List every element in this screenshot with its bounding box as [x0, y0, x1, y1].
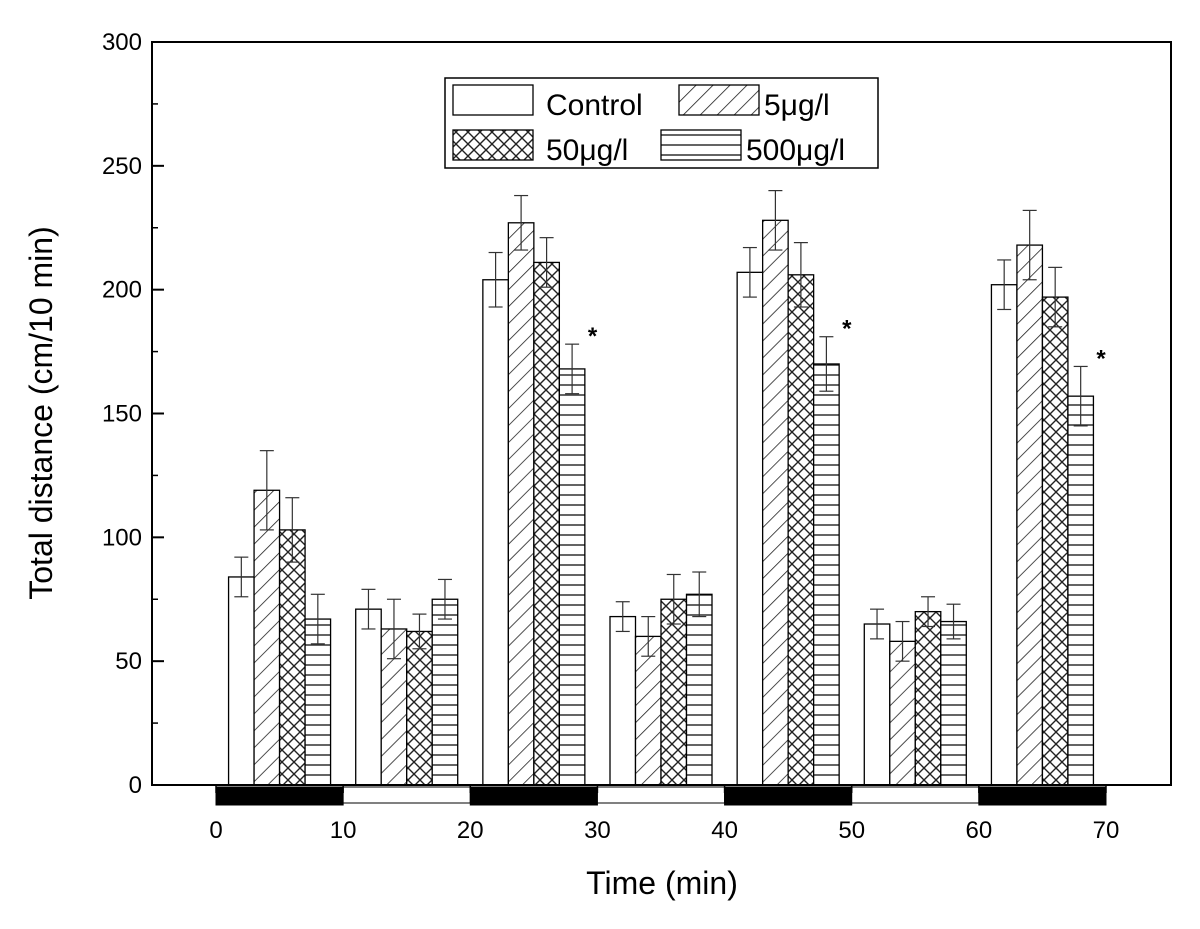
period-dark-0-10: [215, 786, 344, 806]
x-tick-label: 60: [966, 817, 993, 844]
bar-50ug-l-20-30: [533, 261, 561, 786]
bar-50ug-l-60-70: [1041, 296, 1069, 786]
period-dark-20-30: [469, 786, 598, 806]
bar-5ug-l-0-10: [253, 489, 281, 786]
bar-50ug-l-40-50: [787, 274, 815, 786]
bar-500ug-l-40-50: [812, 363, 840, 786]
bar-50ug-l-10-20: [406, 630, 433, 786]
legend: Control 5μg/l 50μg/l 500μg/l: [444, 77, 879, 169]
light-dark-bar: [215, 786, 1107, 806]
y-tick-label: 100: [102, 524, 142, 551]
legend-label-500ug-l: 500μg/l: [746, 134, 845, 167]
legend-label-5ug-l: 5μg/l: [764, 89, 830, 122]
bar-500ug-l-60-70: [1067, 395, 1095, 786]
bar-control-40-50: [736, 271, 764, 786]
bar-500ug-l-10-20: [431, 598, 459, 786]
x-tick-label: 20: [457, 817, 484, 844]
legend-label-control: Control: [546, 89, 643, 122]
y-tick-label: 300: [102, 29, 142, 56]
bar-control-10-20: [355, 608, 382, 786]
bar-5ug-l-20-30: [507, 222, 535, 786]
bar-control-20-30: [482, 279, 510, 786]
x-axis-title: Time (min): [586, 865, 738, 901]
bar-50ug-l-50-60: [914, 610, 942, 786]
bar-50ug-l-30-40: [660, 598, 688, 786]
bar-5ug-l-50-60: [889, 640, 916, 786]
significance-marker: *: [842, 316, 852, 343]
legend-swatch-control: [452, 84, 534, 116]
bar-500ug-l-50-60: [940, 620, 967, 786]
y-tick-label: 150: [102, 401, 142, 428]
axes: 0 50 100 150 200 250 300 0 10 20 30 40 50 60 70: [102, 29, 1172, 844]
bar-5ug-l-40-50: [761, 219, 789, 786]
bar-control-30-40: [609, 615, 637, 786]
y-tick-label: 50: [115, 648, 142, 675]
x-tick-label: 40: [711, 817, 738, 844]
period-dark-60-70: [978, 786, 1107, 806]
bar-500ug-l-30-40: [685, 593, 713, 786]
significance-marker: *: [588, 323, 598, 350]
period-light-50-60: [851, 786, 980, 804]
period-dark-40-50: [724, 786, 853, 806]
legend-swatch-5ug-l: [678, 84, 760, 116]
period-light-30-40: [596, 786, 726, 804]
x-tick-label: 30: [584, 817, 611, 844]
x-tick-label: 10: [330, 817, 357, 844]
legend-label-50ug-l: 50μg/l: [546, 134, 628, 167]
x-tick-label: 50: [838, 817, 865, 844]
significance-marker: *: [1096, 345, 1106, 372]
bars: * * *: [227, 190, 1106, 786]
y-tick-label: 0: [129, 772, 142, 799]
y-tick-label: 250: [102, 153, 142, 180]
y-tick-label: 200: [102, 277, 142, 304]
bar-control-50-60: [863, 623, 891, 786]
bar-500ug-l-20-30: [558, 368, 586, 786]
y-axis-title: Total distance (cm/10 min): [23, 226, 59, 599]
legend-swatch-500ug-l: [660, 129, 742, 161]
bar-control-60-70: [990, 284, 1018, 786]
x-tick-label: 0: [209, 817, 222, 844]
period-light-10-20: [342, 786, 471, 804]
bar-5ug-l-60-70: [1016, 244, 1044, 786]
x-tick-label: 70: [1093, 817, 1120, 844]
bar-control-0-10: [227, 576, 255, 786]
bar-50ug-l-0-10: [278, 529, 306, 786]
bar-5ug-l-30-40: [634, 635, 662, 786]
legend-swatch-50ug-l: [452, 129, 534, 161]
